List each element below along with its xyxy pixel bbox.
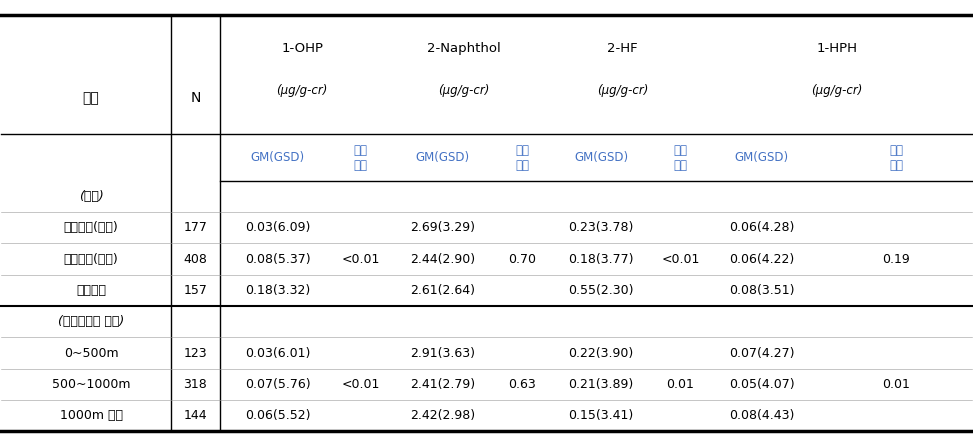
Text: 2.42(2.98): 2.42(2.98) [411,409,476,422]
Text: 157: 157 [184,284,207,297]
Text: 유의
수준: 유의 수준 [353,144,368,172]
Text: 대조지역: 대조지역 [76,284,106,297]
Text: 1-OHP: 1-OHP [281,41,323,55]
Text: 0.05(4.07): 0.05(4.07) [729,378,794,391]
Text: 0.18(3.77): 0.18(3.77) [568,252,633,266]
Text: 0.03(6.01): 0.03(6.01) [245,347,310,359]
Text: GM(GSD): GM(GSD) [574,151,628,164]
Text: 0.63: 0.63 [508,378,536,391]
Text: 2.61(2.64): 2.61(2.64) [411,284,476,297]
Text: GM(GSD): GM(GSD) [251,151,305,164]
Text: 2-Naphthol: 2-Naphthol [427,41,500,55]
Text: (산단주거지 거리): (산단주거지 거리) [58,315,125,328]
Text: 0.06(4.28): 0.06(4.28) [729,221,794,234]
Text: 0.01: 0.01 [667,378,695,391]
Text: 0.08(5.37): 0.08(5.37) [245,252,310,266]
Text: 123: 123 [184,347,207,359]
Text: 2-HF: 2-HF [607,41,637,55]
Text: 구분: 구분 [83,91,99,105]
Text: 408: 408 [184,252,207,266]
Text: 유의
수준: 유의 수준 [889,144,903,172]
Text: 500~1000m: 500~1000m [52,378,130,391]
Text: 0.06(4.22): 0.06(4.22) [729,252,794,266]
Text: 0~500m: 0~500m [64,347,119,359]
Text: 0.22(3.90): 0.22(3.90) [568,347,633,359]
Text: 0.08(3.51): 0.08(3.51) [729,284,794,297]
Text: 177: 177 [184,221,207,234]
Text: 0.03(6.09): 0.03(6.09) [245,221,310,234]
Text: <0.01: <0.01 [342,252,379,266]
Text: (μg/g-cr): (μg/g-cr) [596,83,648,97]
Text: 0.19: 0.19 [883,252,911,266]
Text: 2.69(3.29): 2.69(3.29) [411,221,476,234]
Text: (μg/g-cr): (μg/g-cr) [811,83,862,97]
Text: GM(GSD): GM(GSD) [415,151,470,164]
Text: 2.91(3.63): 2.91(3.63) [411,347,476,359]
Text: (μg/g-cr): (μg/g-cr) [276,83,328,97]
Text: (μg/g-cr): (μg/g-cr) [438,83,489,97]
Text: 0.07(5.76): 0.07(5.76) [245,378,310,391]
Text: 0.07(4.27): 0.07(4.27) [729,347,794,359]
Text: 144: 144 [184,409,207,422]
Text: 0.70: 0.70 [508,252,536,266]
Text: 0.23(3.78): 0.23(3.78) [568,221,633,234]
Text: 유의
수준: 유의 수준 [515,144,529,172]
Text: GM(GSD): GM(GSD) [735,151,789,164]
Text: 0.15(3.41): 0.15(3.41) [568,409,633,422]
Text: N: N [191,91,200,105]
Text: (지역): (지역) [79,190,103,203]
Text: <0.01: <0.01 [342,378,379,391]
Text: 0.01: 0.01 [883,378,911,391]
Text: 노출지역(시흥): 노출지역(시흥) [64,221,119,234]
Text: 2.41(2.79): 2.41(2.79) [411,378,476,391]
Text: 0.21(3.89): 0.21(3.89) [568,378,633,391]
Text: 유의
수준: 유의 수준 [673,144,688,172]
Text: 1000m 이상: 1000m 이상 [59,409,123,422]
Text: 0.08(4.43): 0.08(4.43) [729,409,794,422]
Text: 2.44(2.90): 2.44(2.90) [411,252,476,266]
Text: 노출지역(안산): 노출지역(안산) [64,252,119,266]
Text: 1-HPH: 1-HPH [816,41,857,55]
Text: <0.01: <0.01 [662,252,700,266]
Text: 0.55(2.30): 0.55(2.30) [568,284,633,297]
Text: 318: 318 [184,378,207,391]
Text: 0.18(3.32): 0.18(3.32) [245,284,310,297]
Text: 0.06(5.52): 0.06(5.52) [245,409,310,422]
